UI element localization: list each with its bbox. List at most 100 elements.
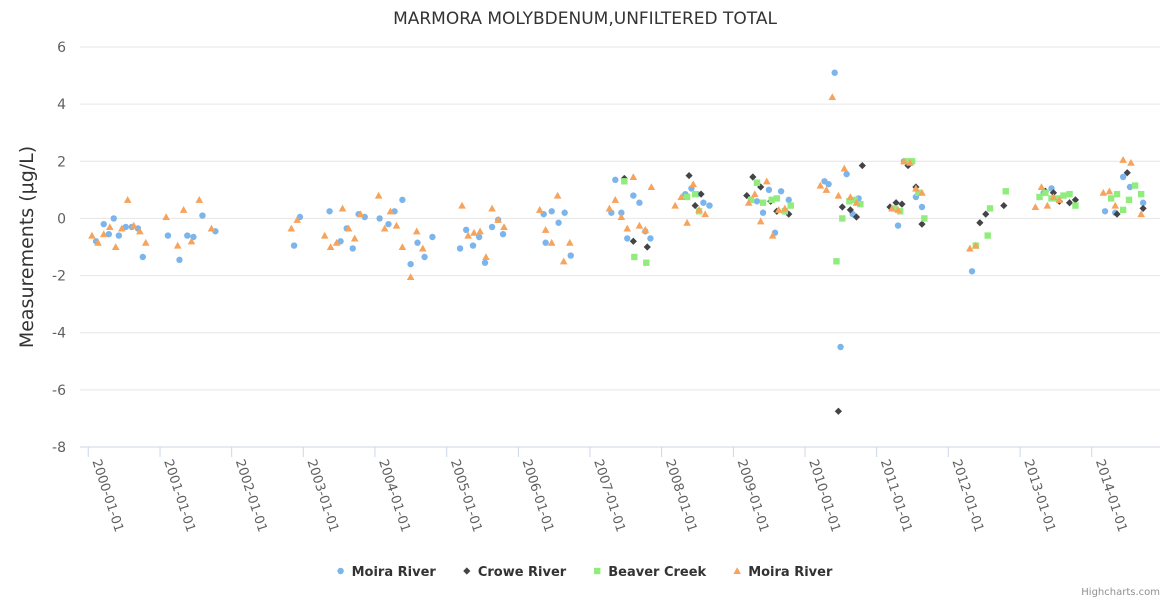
data-point — [768, 231, 777, 239]
data-point — [399, 196, 406, 204]
data-point — [199, 212, 206, 219]
data-point — [290, 242, 298, 249]
data-point — [685, 171, 693, 180]
data-point — [99, 230, 108, 238]
data-point — [195, 196, 204, 203]
data-point — [759, 199, 767, 206]
data-point — [852, 198, 861, 206]
data-point — [629, 237, 637, 245]
data-point — [139, 253, 146, 261]
data-point — [636, 199, 643, 206]
data-point — [350, 234, 359, 242]
data-point — [918, 220, 926, 228]
data-point — [374, 191, 383, 199]
legend-item-1[interactable]: Moira River — [337, 565, 436, 580]
data-point — [1002, 188, 1009, 195]
y-tick-label: -2 — [52, 269, 66, 285]
data-point — [677, 193, 686, 201]
plot-points — [88, 69, 1147, 415]
legend-symbol — [733, 567, 741, 575]
data-point — [1131, 182, 1139, 189]
data-point — [398, 243, 407, 251]
data-point — [671, 201, 679, 209]
data-point — [100, 220, 107, 228]
data-point — [179, 206, 188, 213]
data-point — [643, 243, 651, 251]
data-point — [412, 227, 421, 235]
data-point — [621, 178, 628, 185]
data-point — [781, 204, 789, 212]
data-point — [846, 206, 854, 214]
data-point — [456, 245, 464, 252]
data-point — [908, 158, 916, 165]
data-point — [559, 257, 568, 265]
data-point — [1065, 199, 1074, 207]
data-point — [105, 230, 113, 238]
data-point — [837, 343, 844, 351]
data-point — [643, 259, 650, 266]
data-point — [488, 223, 496, 231]
data-point — [115, 232, 123, 239]
data-point — [918, 203, 926, 211]
data-point — [631, 253, 638, 261]
data-point — [88, 231, 96, 239]
data-point — [541, 226, 550, 233]
data-point — [162, 213, 170, 221]
data-point — [392, 221, 401, 229]
credits-link[interactable]: Highcharts.com — [1081, 587, 1160, 598]
data-point — [344, 224, 353, 232]
data-point — [553, 191, 562, 199]
data-point — [332, 238, 341, 246]
data-point — [1054, 195, 1061, 202]
data-point — [293, 216, 302, 223]
legend: Moira River Crowe River Beaver Creek Moira … — [337, 565, 833, 580]
data-point — [106, 223, 114, 231]
data-point — [462, 226, 470, 234]
data-point — [697, 190, 705, 198]
data-point — [555, 219, 562, 226]
data-point — [547, 238, 556, 246]
data-point — [567, 252, 574, 259]
data-point — [476, 227, 484, 235]
data-point — [1049, 189, 1058, 197]
y-tick-label: 2 — [57, 154, 66, 170]
data-point — [421, 253, 428, 261]
data-point — [418, 244, 427, 252]
data-point — [1071, 196, 1080, 204]
data-point — [921, 215, 928, 222]
data-point — [386, 207, 395, 215]
data-point — [618, 209, 625, 216]
data-point — [828, 93, 837, 101]
data-point — [414, 239, 421, 246]
data-point — [1119, 156, 1127, 163]
data-point — [561, 209, 568, 216]
data-point — [617, 213, 626, 221]
legend-item-2[interactable]: Crowe River — [463, 565, 567, 580]
legend-item-4[interactable]: Moira River — [733, 565, 833, 580]
data-point — [122, 223, 129, 231]
data-point — [691, 201, 699, 210]
data-point — [1119, 173, 1127, 181]
data-point — [542, 239, 549, 246]
data-point — [846, 198, 853, 205]
data-point — [762, 177, 771, 185]
data-point — [470, 228, 478, 236]
data-point — [429, 233, 436, 241]
data-point — [846, 193, 855, 201]
data-point — [326, 243, 335, 251]
data-point — [499, 230, 507, 238]
data-point — [482, 253, 490, 261]
data-point — [1123, 169, 1131, 177]
data-point — [488, 204, 496, 212]
data-point — [535, 206, 544, 213]
data-point — [605, 204, 614, 212]
legend-item-3[interactable]: Beaver Creek — [594, 565, 707, 580]
data-point — [1139, 204, 1147, 213]
series-4 — [88, 93, 1145, 281]
data-point — [898, 200, 906, 208]
data-point — [857, 200, 864, 208]
data-point — [326, 208, 333, 215]
data-point — [915, 189, 922, 196]
data-point — [838, 203, 846, 211]
